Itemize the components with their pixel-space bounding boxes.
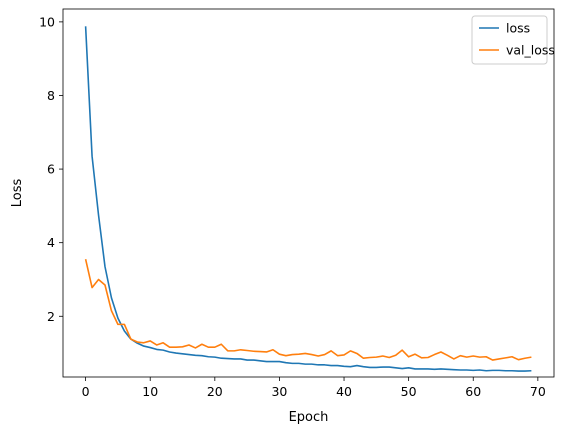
y-axis-label: Loss	[10, 179, 25, 208]
x-tick-label: 60	[465, 384, 481, 399]
y-tick-label: 8	[47, 88, 55, 103]
x-axis-label: Epoch	[289, 410, 329, 425]
legend-label-loss: loss	[506, 21, 530, 36]
series-layer	[84, 26, 532, 372]
legend: loss val_loss	[471, 15, 555, 65]
plot-frame	[62, 8, 555, 378]
x-tick-label: 40	[336, 384, 352, 399]
x-tick-label: 0	[82, 384, 90, 399]
legend-label-val-loss: val_loss	[506, 43, 555, 58]
x-tick-label: 30	[271, 384, 287, 399]
y-tick-label: 2	[47, 309, 55, 324]
y-axis-ticks: 2 4 6 8 10	[39, 14, 63, 324]
x-tick-label: 10	[142, 384, 158, 399]
x-tick-label: 20	[207, 384, 223, 399]
y-tick-label: 4	[47, 235, 55, 250]
y-tick-label: 10	[39, 14, 55, 29]
series-line-loss	[84, 26, 532, 372]
y-tick-label: 6	[47, 162, 55, 177]
x-axis-ticks: 0 10 20 30 40 50 60 70	[82, 377, 546, 399]
series-line-val-loss	[84, 259, 532, 361]
x-tick-label: 50	[401, 384, 417, 399]
x-tick-label: 70	[530, 384, 546, 399]
